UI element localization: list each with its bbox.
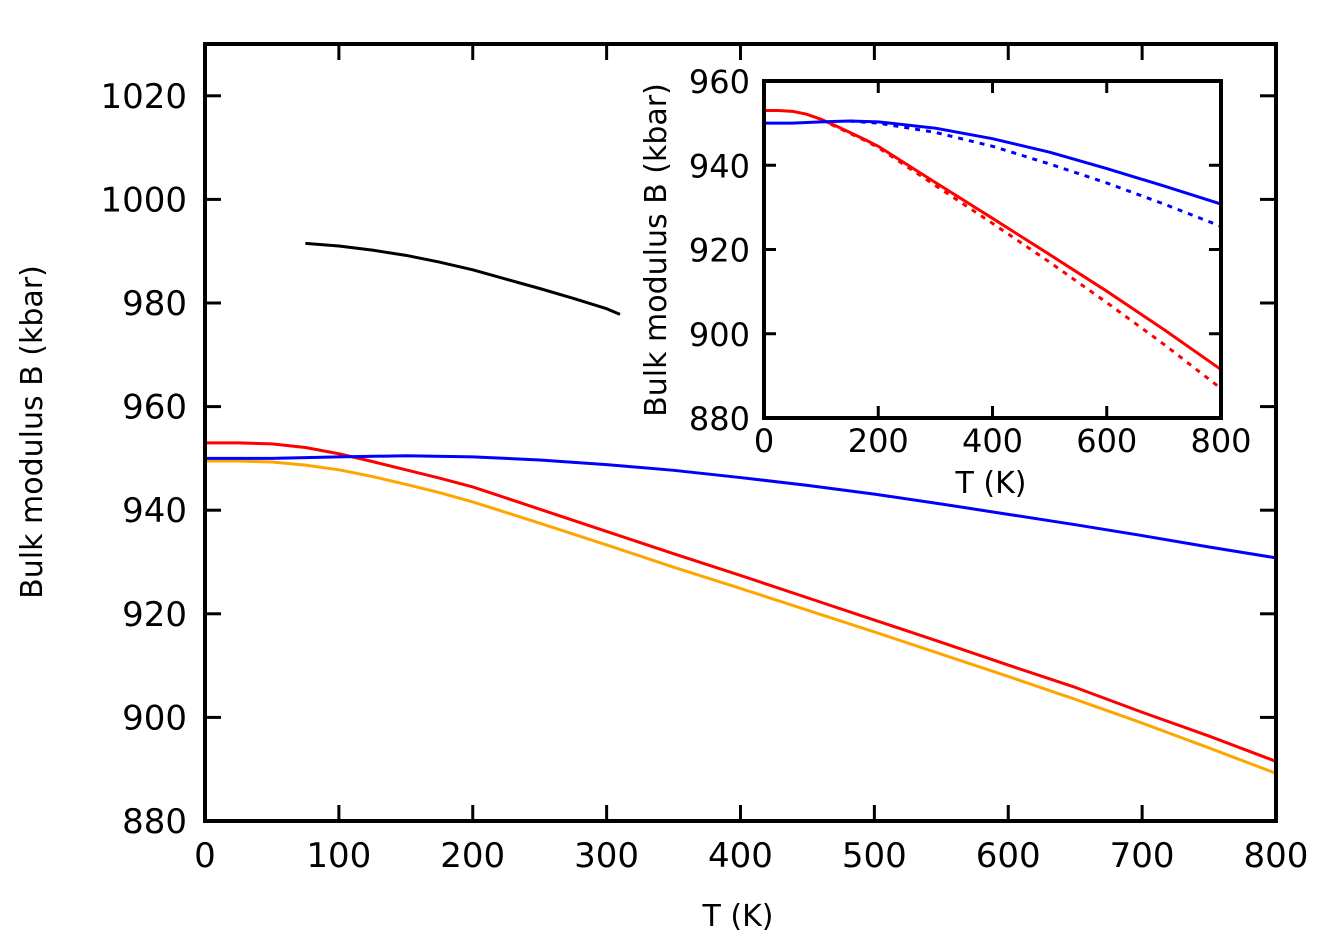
main-tick-labels-group: 0 100 200 300 400 500 600 700 800 880 900 920 940 960… bbox=[100, 77, 1308, 876]
main-y-tick-label-3: 940 bbox=[122, 491, 187, 531]
inset-y-tick-label-2: 920 bbox=[689, 232, 750, 270]
inset-y-tick-label-3: 940 bbox=[689, 147, 750, 185]
main-x-tick-label-1: 100 bbox=[306, 836, 371, 876]
inset-tick-labels-group: 0 200 400 600 800 880 900 920 940 960 bbox=[689, 63, 1252, 460]
inset-y-tick-label-1: 900 bbox=[689, 316, 750, 354]
main-x-tick-label-7: 700 bbox=[1110, 836, 1175, 876]
main-ticks-group bbox=[203, 44, 1278, 823]
main-y-axis-title: Bulk modulus B (kbar) bbox=[15, 265, 50, 599]
inset-series-line-2 bbox=[764, 119, 1222, 206]
main-x-tick-label-5: 500 bbox=[842, 836, 907, 876]
main-series-line-3 bbox=[205, 454, 1277, 560]
main-y-tick-label-5: 980 bbox=[122, 284, 187, 324]
main-y-tick-label-0: 880 bbox=[122, 802, 187, 842]
inset-x-tick-label-4: 800 bbox=[1190, 422, 1251, 460]
main-x-axis-title: T (K) bbox=[702, 899, 774, 934]
inset-x-tick-label-0: 0 bbox=[754, 422, 774, 460]
main-x-tick-label-3: 300 bbox=[574, 836, 639, 876]
main-x-tick-label-2: 200 bbox=[440, 836, 505, 876]
main-y-tick-label-4: 960 bbox=[122, 388, 187, 428]
inset-x-tick-label-1: 200 bbox=[848, 422, 909, 460]
main-plot: 0 100 200 300 400 500 600 700 800 880 900 920 940 960… bbox=[15, 42, 1308, 934]
inset-x-tick-label-2: 400 bbox=[962, 422, 1023, 460]
inset-series-group bbox=[764, 108, 1222, 390]
inset-y-tick-label-4: 960 bbox=[689, 63, 750, 101]
inset-x-axis-title: T (K) bbox=[955, 466, 1027, 501]
inset-plot: 0 200 400 600 800 880 900 920 940 960 T (K) Bulk … bbox=[639, 63, 1252, 501]
inset-background bbox=[764, 81, 1221, 418]
inset-x-tick-label-3: 600 bbox=[1076, 422, 1137, 460]
main-series-line-1 bbox=[205, 441, 1277, 763]
main-y-tick-label-7: 1020 bbox=[100, 77, 187, 117]
main-series-group bbox=[205, 241, 1277, 775]
main-x-tick-label-6: 600 bbox=[976, 836, 1041, 876]
inset-y-tick-label-0: 880 bbox=[689, 400, 750, 438]
inset-ticks-group bbox=[762, 79, 1223, 420]
main-series-line-0 bbox=[305, 241, 621, 316]
main-y-tick-label-2: 920 bbox=[122, 595, 187, 635]
main-y-tick-label-6: 1000 bbox=[100, 180, 187, 220]
main-series-line-2 bbox=[205, 459, 1277, 775]
main-x-tick-label-4: 400 bbox=[708, 836, 773, 876]
inset-y-axis-title: Bulk modulus B (kbar) bbox=[639, 83, 674, 417]
main-x-tick-label-8: 800 bbox=[1244, 836, 1309, 876]
main-y-tick-label-1: 900 bbox=[122, 698, 187, 738]
main-x-tick-label-0: 0 bbox=[194, 836, 216, 876]
inset-series-line-1 bbox=[820, 117, 1222, 390]
